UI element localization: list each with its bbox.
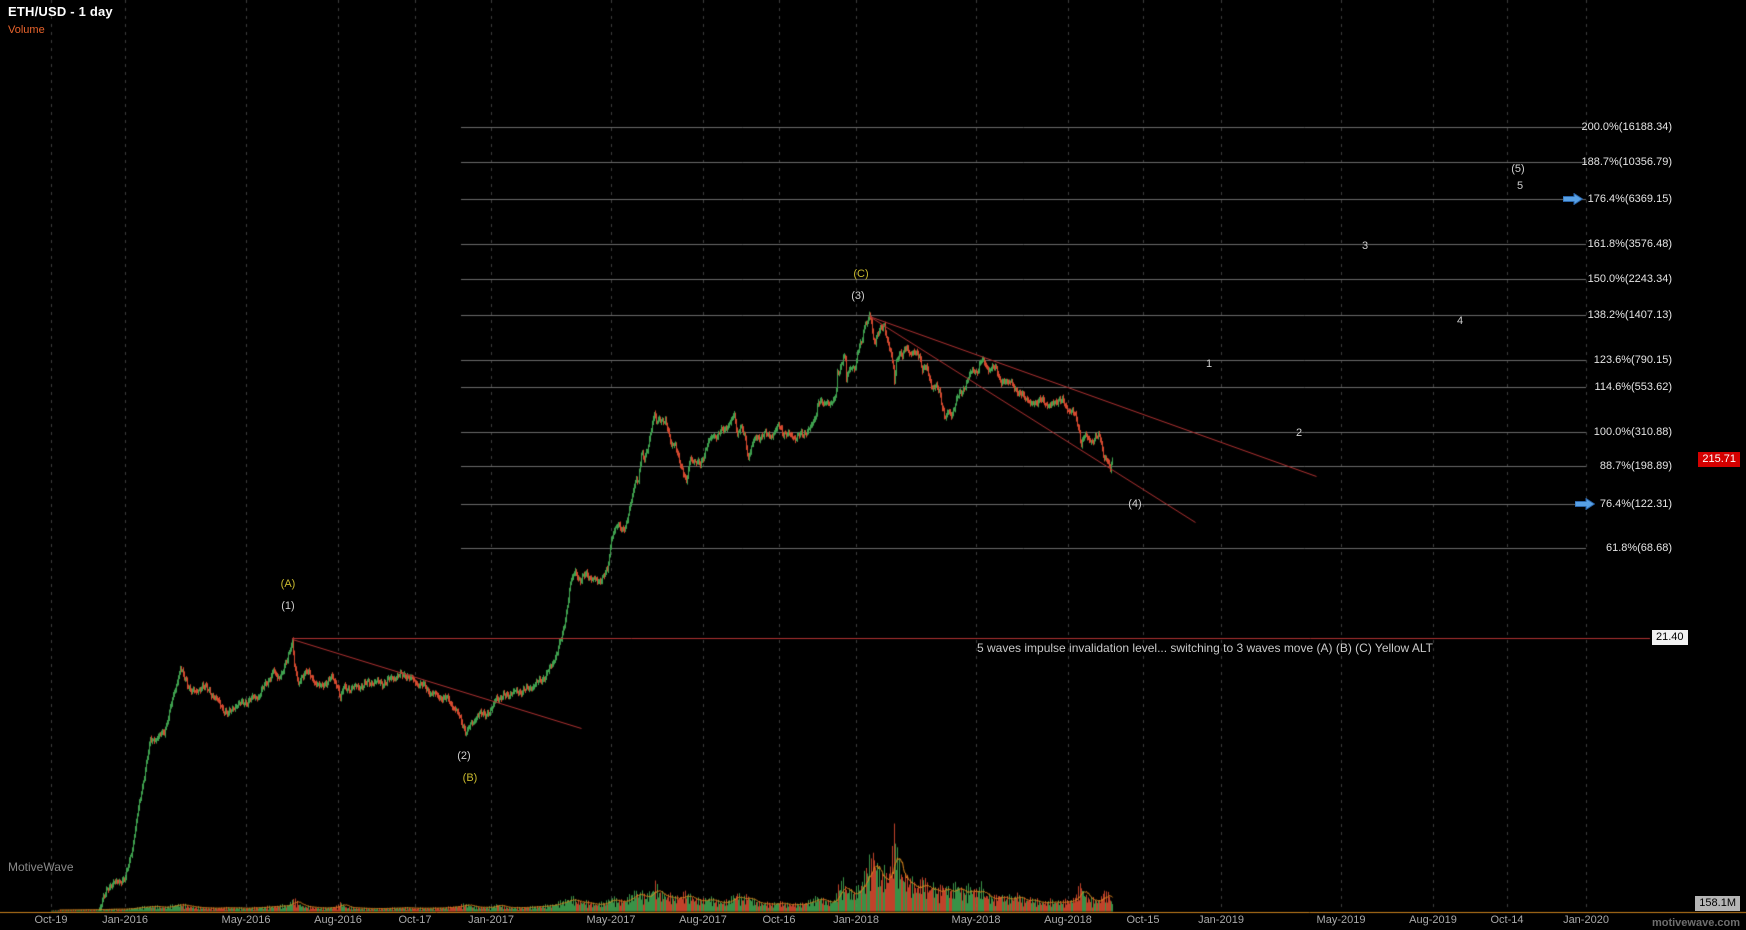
target-arrow-icon [1574,498,1595,510]
fib-level-row: 200.0%(16188.34) [1581,120,1672,134]
time-tick-label: Oct-16 [762,914,796,926]
time-tick-label: Jan-2019 [1198,914,1244,926]
elliott-wave-label: (5) [1511,163,1525,175]
fib-level-row: 138.2%(1407.13) [1588,308,1672,322]
fib-level-row: 76.4%(122.31) [1574,497,1672,511]
fib-level-row: 150.0%(2243.34) [1588,272,1672,286]
fib-level-label: 100.0%(310.88) [1593,426,1672,438]
time-tick-label: Aug-2019 [1409,914,1457,926]
fib-level-label: 150.0%(2243.34) [1587,273,1672,285]
elliott-wave-label: 2 [1295,427,1303,439]
elliott-wave-label: (B) [462,772,478,784]
fib-level-label: 114.6%(553.62) [1594,381,1672,393]
elliott-wave-label: (C) [853,268,869,280]
time-tick-label: Aug-2016 [314,914,362,926]
time-tick-label: May-2019 [1316,914,1366,926]
chart-header: ETH/USD - 1 day Volume [8,4,113,36]
fib-level-label: 188.7%(10356.79) [1581,156,1672,168]
fib-level-row: 176.4%(6369.15) [1562,192,1672,206]
fib-level-row: 114.6%(553.62) [1595,380,1672,394]
fib-level-row: 61.8%(68.68) [1606,541,1672,555]
fib-level-row: 161.8%(3576.48) [1588,237,1672,251]
chart-title: ETH/USD - 1 day [8,4,113,19]
time-tick-label: May-2018 [951,914,1001,926]
time-tick-label: May-2017 [586,914,636,926]
motivewave-com-label: motivewave.com [1651,917,1740,929]
time-tick-label: Oct-17 [398,914,432,926]
timeframe-label: - 1 day [66,4,113,19]
time-tick-label: Oct-19 [34,914,68,926]
time-tick-label: Jan-2020 [1563,914,1609,926]
fib-level-row: 188.7%(10356.79) [1581,155,1672,169]
fib-level-row: 123.6%(790.15) [1594,353,1672,367]
fib-level-label: 123.6%(790.15) [1593,354,1672,366]
time-tick-label: Jan-2018 [833,914,879,926]
time-tick-label: Jan-2016 [102,914,148,926]
time-tick-label: Oct-14 [1490,914,1524,926]
time-tick-label: Aug-2018 [1044,914,1092,926]
fib-level-label: 176.4%(6369.15) [1587,193,1672,205]
symbol-label: ETH/USD [8,4,67,19]
elliott-wave-label: (2) [457,750,471,762]
target-arrow-icon [1562,193,1583,205]
elliott-wave-label: (1) [281,600,295,612]
time-tick-label: Oct-15 [1126,914,1160,926]
fib-level-row: 88.7%(198.89) [1600,459,1672,473]
time-tick-label: May-2016 [221,914,271,926]
fib-level-label: 88.7%(198.89) [1599,460,1672,472]
motivewave-watermark: MotiveWave [8,860,74,874]
fib-level-label: 61.8%(68.68) [1605,542,1672,554]
elliott-wave-label: (A) [280,578,296,590]
fib-level-row: 100.0%(310.88) [1594,425,1672,439]
last-price-badge: 215.71 [1698,452,1740,467]
volume-study-label: Volume [8,24,45,36]
elliott-wave-label: 3 [1361,240,1369,252]
fib-level-label: 138.2%(1407.13) [1587,309,1672,321]
fib-level-label: 161.8%(3576.48) [1587,238,1672,250]
price-line-badge: 21.40 [1652,630,1688,645]
elliott-wave-label: (3) [851,290,865,302]
time-tick-label: Aug-2017 [679,914,727,926]
last-volume-badge: 158.1M [1695,896,1740,911]
fib-level-label: 76.4%(122.31) [1599,498,1672,510]
invalidation-note: 5 waves impulse invalidation level... sw… [977,641,1433,655]
fib-level-label: 200.0%(16188.34) [1581,121,1672,133]
time-tick-label: Jan-2017 [468,914,514,926]
elliott-wave-label: 1 [1205,358,1213,370]
elliott-wave-label: 4 [1456,315,1464,327]
elliott-wave-label: 5 [1516,180,1524,192]
elliott-wave-label: (4) [1128,498,1142,510]
